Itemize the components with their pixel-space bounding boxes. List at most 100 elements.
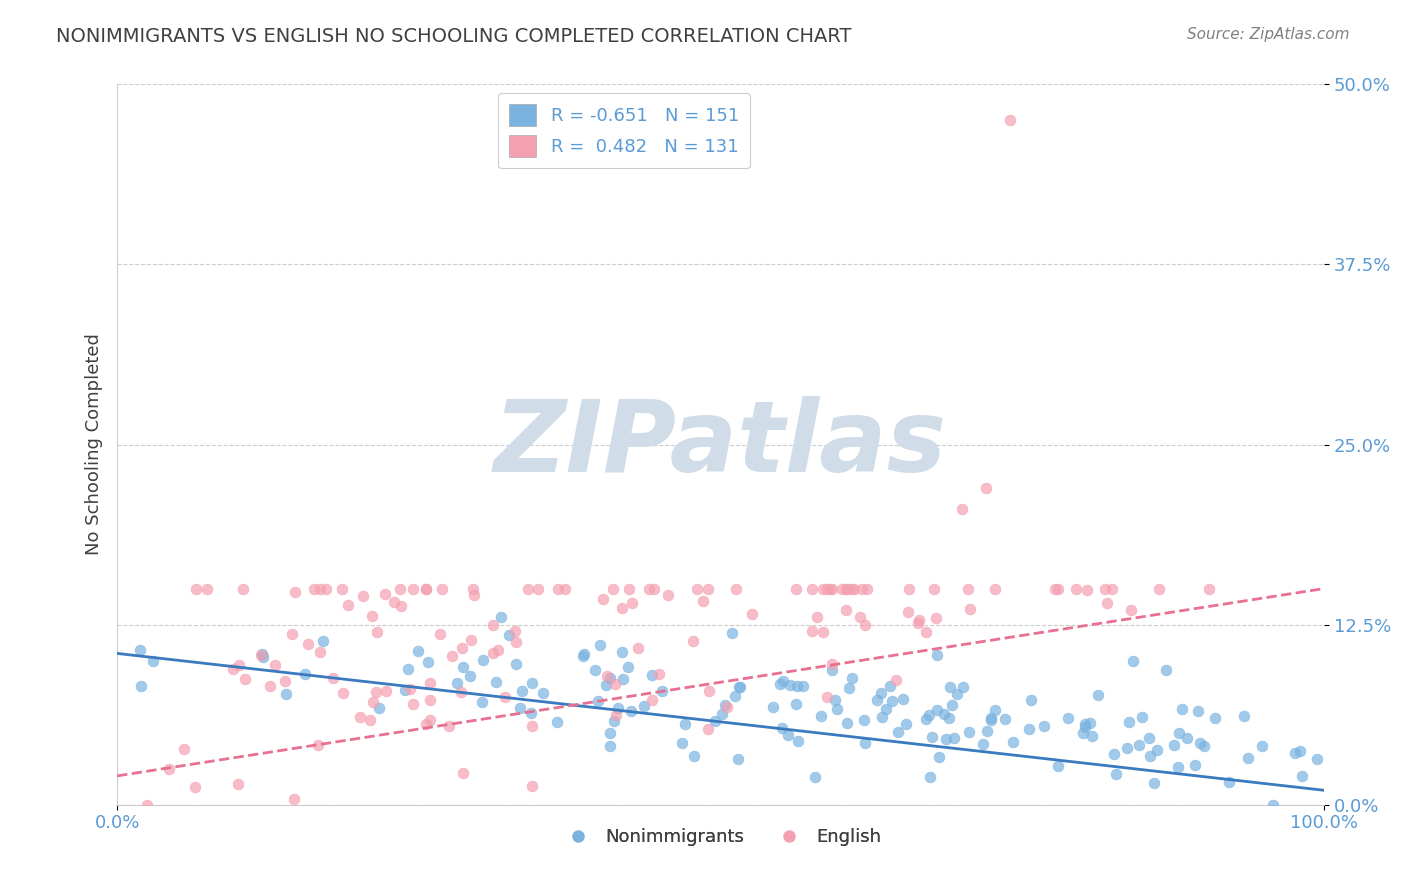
Point bbox=[592, 591, 614, 606]
Point bbox=[406, 644, 429, 658]
Point bbox=[918, 771, 941, 785]
Point bbox=[651, 684, 673, 698]
Point bbox=[472, 652, 495, 666]
Point bbox=[762, 700, 785, 714]
Point bbox=[620, 704, 643, 718]
Point bbox=[572, 647, 595, 661]
Point bbox=[741, 607, 763, 621]
Point bbox=[136, 797, 159, 812]
Point bbox=[617, 582, 640, 596]
Point bbox=[851, 582, 873, 596]
Point bbox=[419, 713, 441, 727]
Point bbox=[898, 582, 921, 596]
Point bbox=[803, 770, 825, 784]
Point bbox=[770, 722, 793, 736]
Point bbox=[915, 712, 938, 726]
Point bbox=[972, 737, 994, 751]
Point bbox=[1047, 582, 1070, 596]
Point bbox=[897, 605, 920, 619]
Point bbox=[1194, 739, 1216, 753]
Point bbox=[232, 582, 254, 596]
Point bbox=[418, 693, 440, 707]
Point bbox=[682, 634, 704, 648]
Point bbox=[374, 587, 396, 601]
Point bbox=[1289, 744, 1312, 758]
Point bbox=[1018, 723, 1040, 737]
Point bbox=[945, 688, 967, 702]
Point bbox=[711, 706, 734, 721]
Point bbox=[815, 582, 838, 596]
Point bbox=[274, 674, 297, 689]
Point bbox=[942, 731, 965, 745]
Point bbox=[1081, 730, 1104, 744]
Point bbox=[606, 700, 628, 714]
Point bbox=[612, 672, 634, 686]
Point bbox=[259, 679, 281, 693]
Point bbox=[785, 697, 807, 711]
Point bbox=[498, 628, 520, 642]
Point bbox=[520, 706, 543, 720]
Point bbox=[1019, 693, 1042, 707]
Point bbox=[643, 582, 665, 596]
Point bbox=[517, 582, 540, 596]
Point bbox=[894, 717, 917, 731]
Point bbox=[692, 594, 714, 608]
Point bbox=[1204, 711, 1226, 725]
Point bbox=[886, 673, 908, 687]
Point bbox=[908, 613, 931, 627]
Point bbox=[398, 681, 420, 696]
Point bbox=[571, 648, 593, 663]
Point bbox=[866, 692, 889, 706]
Point bbox=[671, 736, 693, 750]
Point bbox=[309, 582, 332, 596]
Point bbox=[928, 750, 950, 764]
Point bbox=[870, 686, 893, 700]
Point bbox=[458, 669, 481, 683]
Point bbox=[785, 582, 807, 596]
Point bbox=[772, 674, 794, 689]
Point bbox=[724, 689, 747, 703]
Point bbox=[993, 712, 1015, 726]
Point bbox=[838, 681, 860, 695]
Point bbox=[451, 640, 474, 655]
Point bbox=[980, 713, 1002, 727]
Point bbox=[402, 582, 425, 596]
Point bbox=[450, 684, 472, 698]
Point bbox=[131, 680, 153, 694]
Point bbox=[835, 603, 858, 617]
Point bbox=[957, 582, 980, 596]
Point bbox=[682, 749, 704, 764]
Point bbox=[284, 585, 307, 599]
Point bbox=[589, 638, 612, 652]
Point bbox=[547, 582, 569, 596]
Point bbox=[984, 703, 1007, 717]
Point bbox=[800, 582, 823, 596]
Point bbox=[725, 582, 748, 596]
Point bbox=[974, 481, 997, 495]
Point bbox=[831, 582, 853, 596]
Point bbox=[221, 662, 243, 676]
Point bbox=[610, 600, 633, 615]
Point bbox=[811, 582, 834, 596]
Point bbox=[779, 678, 801, 692]
Point bbox=[599, 739, 621, 753]
Point bbox=[1187, 705, 1209, 719]
Point bbox=[396, 662, 419, 676]
Point bbox=[984, 582, 1007, 596]
Point bbox=[503, 624, 526, 638]
Point bbox=[1101, 582, 1123, 596]
Point bbox=[1102, 747, 1125, 761]
Point bbox=[382, 595, 405, 609]
Point bbox=[769, 677, 792, 691]
Point bbox=[907, 615, 929, 630]
Point bbox=[367, 700, 389, 714]
Point bbox=[1116, 741, 1139, 756]
Point bbox=[527, 582, 550, 596]
Point bbox=[505, 635, 527, 649]
Point bbox=[815, 690, 838, 704]
Point bbox=[841, 582, 863, 596]
Point bbox=[1167, 759, 1189, 773]
Point bbox=[1057, 711, 1080, 725]
Point bbox=[852, 713, 875, 727]
Point bbox=[1198, 582, 1220, 596]
